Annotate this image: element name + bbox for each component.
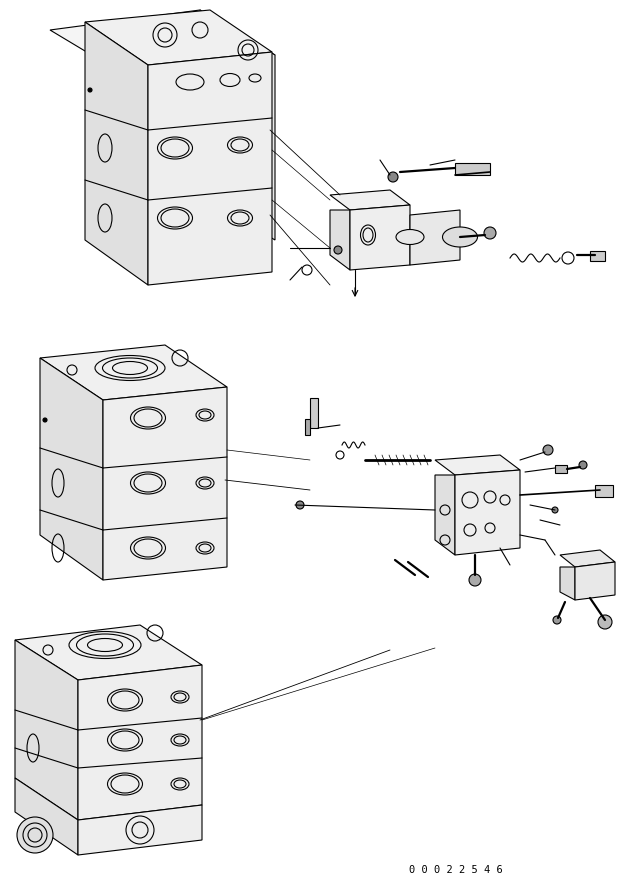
Polygon shape — [78, 805, 202, 855]
Polygon shape — [40, 358, 103, 580]
Polygon shape — [78, 665, 202, 820]
Bar — [305, 419, 310, 435]
Circle shape — [553, 616, 561, 624]
Bar — [310, 398, 318, 428]
Polygon shape — [50, 10, 275, 75]
Polygon shape — [330, 190, 410, 210]
Polygon shape — [435, 455, 520, 475]
Polygon shape — [148, 52, 272, 285]
Bar — [455, 163, 490, 175]
Polygon shape — [85, 22, 148, 285]
Bar — [555, 465, 567, 473]
Circle shape — [552, 507, 558, 513]
Bar — [595, 485, 613, 497]
Polygon shape — [575, 562, 615, 600]
Circle shape — [388, 172, 398, 182]
Polygon shape — [560, 567, 575, 600]
Ellipse shape — [396, 229, 424, 245]
Polygon shape — [435, 475, 455, 555]
Circle shape — [598, 615, 612, 629]
Circle shape — [484, 227, 496, 239]
Polygon shape — [15, 778, 78, 855]
Polygon shape — [40, 345, 227, 400]
Polygon shape — [560, 550, 615, 567]
Polygon shape — [455, 470, 520, 555]
Circle shape — [334, 246, 342, 254]
Polygon shape — [330, 210, 350, 270]
Circle shape — [88, 88, 92, 92]
Polygon shape — [410, 210, 460, 265]
Polygon shape — [15, 625, 202, 680]
Polygon shape — [85, 10, 272, 65]
Circle shape — [296, 501, 304, 509]
Circle shape — [17, 817, 53, 853]
Polygon shape — [200, 10, 275, 240]
Circle shape — [543, 445, 553, 455]
Circle shape — [43, 418, 47, 422]
Circle shape — [469, 574, 481, 586]
Text: 0 0 0 2 2 5 4 6: 0 0 0 2 2 5 4 6 — [409, 866, 503, 875]
Polygon shape — [350, 205, 410, 270]
Bar — [590, 251, 605, 261]
Circle shape — [579, 461, 587, 469]
Ellipse shape — [442, 227, 477, 247]
Polygon shape — [103, 387, 227, 580]
Polygon shape — [15, 640, 78, 820]
